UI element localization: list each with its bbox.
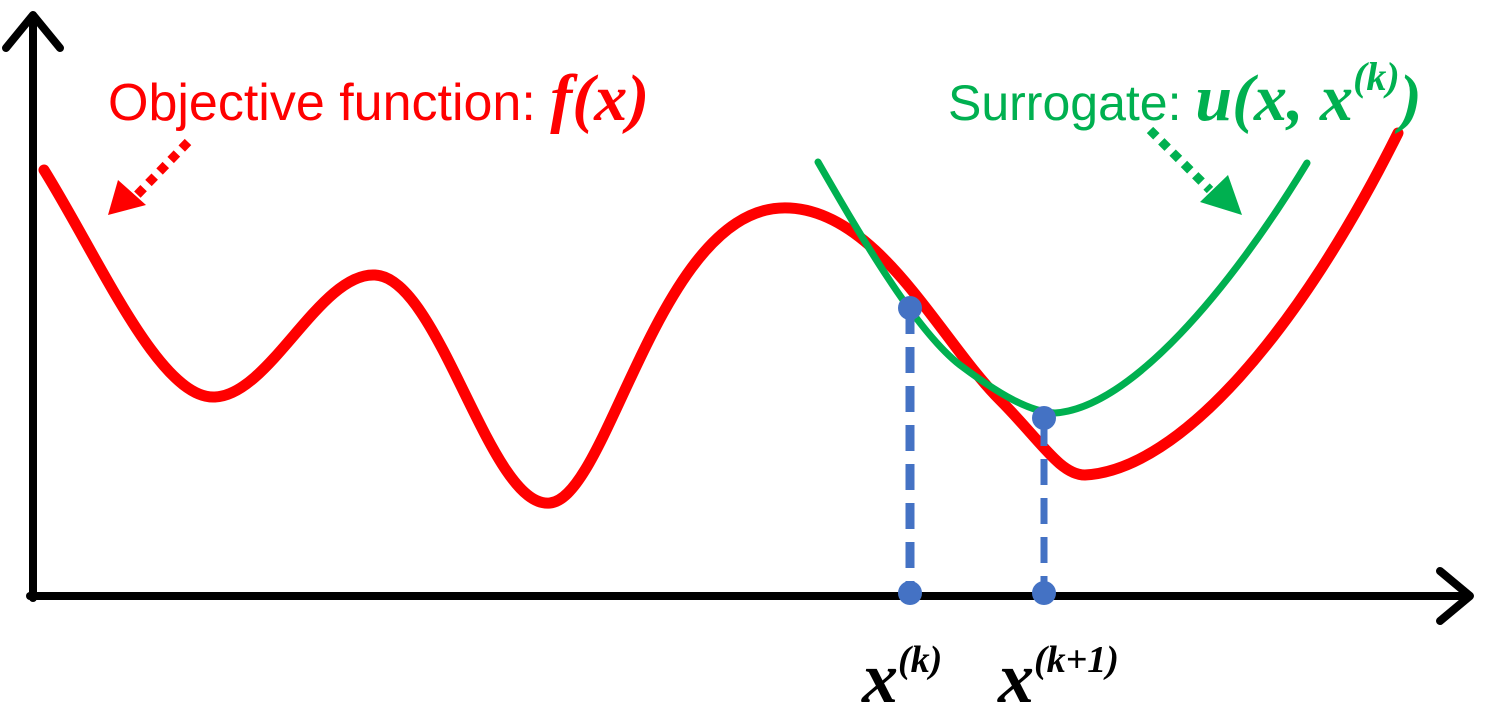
objective-label-text: Objective function:	[108, 74, 550, 132]
objective-pointer-arrow	[108, 138, 192, 215]
iterate-k1-superscript: (k+1)	[1034, 639, 1119, 681]
iterate-k-base: x	[861, 638, 898, 708]
iterate-k1-base: x	[997, 638, 1034, 708]
surrogate-label-math-close: )	[1395, 62, 1422, 135]
iterate-k-point-on-axis	[898, 581, 922, 605]
iterate-k-point-on-curve	[898, 296, 922, 320]
axes	[2, 11, 1474, 625]
objective-label-math: f(x)	[550, 62, 649, 135]
iterate-k1-point-on-axis	[1032, 581, 1056, 605]
iterate-k1-label: x(k+1)	[997, 638, 1119, 708]
x-axis-arrowhead	[1436, 567, 1474, 625]
objective-function-label: Objective function: f(x)	[108, 62, 649, 135]
surrogate-label: Surrogate: u(x, x(k))	[948, 54, 1422, 135]
surrogate-curve	[814, 158, 1311, 417]
y-axis-arrowhead	[2, 11, 64, 52]
iterate-k-superscript: (k)	[898, 639, 942, 681]
surrogate-pointer-arrow	[1146, 126, 1242, 215]
objective-function-curve	[38, 127, 1404, 509]
surrogate-label-math: u(x, x	[1195, 62, 1353, 135]
iterate-k1-point-on-surrogate	[1032, 406, 1056, 430]
surrogate-label-text: Surrogate:	[948, 75, 1195, 131]
iterate-k-label: x(k)	[861, 638, 942, 708]
surrogate-label-superscript: (k)	[1353, 54, 1400, 99]
